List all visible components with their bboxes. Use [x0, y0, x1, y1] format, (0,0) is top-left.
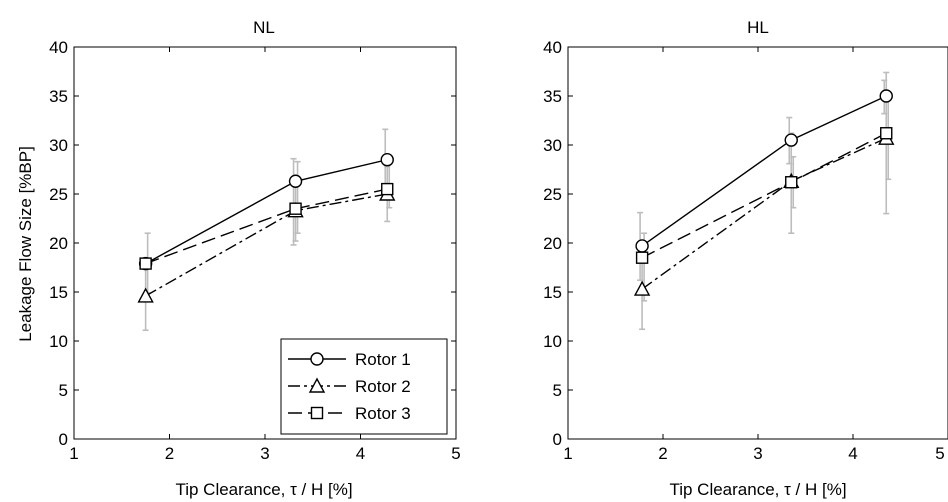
y-tick-label: 30 [49, 136, 68, 155]
legend-box [280, 338, 448, 435]
y-tick-label: 5 [553, 381, 562, 400]
y-tick-label: 10 [543, 332, 562, 351]
legend-item: Rotor 2 [288, 377, 411, 396]
legend-item: Rotor 3 [288, 404, 411, 423]
data-point-square [289, 202, 302, 215]
x-tick-label: 2 [165, 444, 174, 463]
x-tick-label: 3 [260, 444, 269, 463]
y-tick-label: 35 [543, 87, 562, 106]
y-tick-label: 25 [49, 185, 68, 204]
chart-panel-nl: 0 5 10 15 20 25 30 35 40 1 2 3 4 5 [49, 38, 461, 463]
legend: Rotor 1 Rotor 2 Rotor 3 [280, 338, 448, 435]
chart-title-hl: HL [747, 18, 769, 37]
x-tick-label: 5 [935, 444, 944, 463]
y-tick-label: 40 [543, 38, 562, 57]
data-point-circle [635, 239, 649, 253]
x-tick-label: 1 [69, 444, 78, 463]
legend-label: Rotor 3 [355, 404, 411, 423]
y-tick-label: 20 [543, 234, 562, 253]
data-point-circle [380, 152, 394, 167]
data-point-square [381, 182, 394, 196]
error-bar [290, 157, 297, 246]
data-point-square [880, 127, 893, 140]
chart-title-nl: NL [253, 18, 275, 37]
x-tick-label: 4 [848, 444, 857, 463]
y-tick-label: 5 [59, 381, 68, 400]
x-tick-label: 5 [451, 444, 460, 463]
y-tick-label: 10 [49, 332, 68, 351]
chart-panel-hl: 0 5 10 15 20 25 30 35 40 1 2 3 4 5 [543, 38, 948, 463]
x-tick-label: 3 [753, 444, 762, 463]
y-tick-label: 15 [49, 283, 68, 302]
y-tick-label: 0 [553, 430, 562, 449]
data-point-circle [879, 89, 893, 103]
data-point-square [635, 251, 649, 264]
y-axis-label: Leakage Flow Size [%BP] [16, 146, 35, 342]
x-axis-label-hl: Tip Clearance, τ / H [%] [669, 480, 846, 499]
legend-label: Rotor 1 [355, 350, 411, 369]
data-point-triangle [633, 280, 651, 296]
y-tick-label: 30 [543, 136, 562, 155]
legend-item: Rotor 1 [288, 350, 411, 369]
y-tick-label: 0 [59, 430, 68, 449]
data-point-circle [288, 174, 303, 188]
y-tick-label: 25 [543, 185, 562, 204]
legend-label: Rotor 2 [355, 377, 411, 396]
data-point-circle [784, 133, 798, 147]
y-tick-label: 35 [49, 87, 68, 106]
y-tick-label: 40 [49, 38, 68, 57]
error-bar [294, 160, 301, 234]
data-point-triangle [137, 287, 154, 303]
x-tick-label: 4 [356, 444, 365, 463]
legend-marker-square [310, 406, 324, 420]
x-tick-label: 2 [658, 444, 667, 463]
data-point-square [139, 257, 152, 270]
x-tick-label: 1 [563, 444, 572, 463]
x-axis-label-nl: Tip Clearance, τ / H [%] [175, 480, 352, 499]
series-line [145, 188, 388, 265]
legend-marker-triangle [308, 377, 326, 393]
y-tick-label: 20 [49, 234, 68, 253]
y-tick-label: 15 [543, 283, 562, 302]
data-point-square [785, 176, 798, 189]
legend-marker-circle [310, 352, 324, 366]
